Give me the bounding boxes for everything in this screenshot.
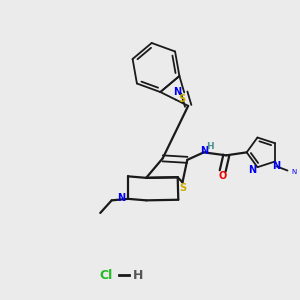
Text: N: N — [291, 169, 296, 175]
Text: N: N — [200, 146, 208, 157]
Text: H: H — [206, 142, 214, 151]
Text: N: N — [173, 87, 181, 97]
Text: O: O — [219, 171, 227, 182]
Text: H: H — [133, 269, 143, 282]
Text: S: S — [179, 94, 186, 104]
Text: N: N — [118, 193, 126, 203]
Text: N: N — [272, 161, 281, 171]
Text: S: S — [179, 183, 186, 194]
Text: N: N — [248, 165, 256, 175]
Text: Cl: Cl — [100, 269, 113, 282]
